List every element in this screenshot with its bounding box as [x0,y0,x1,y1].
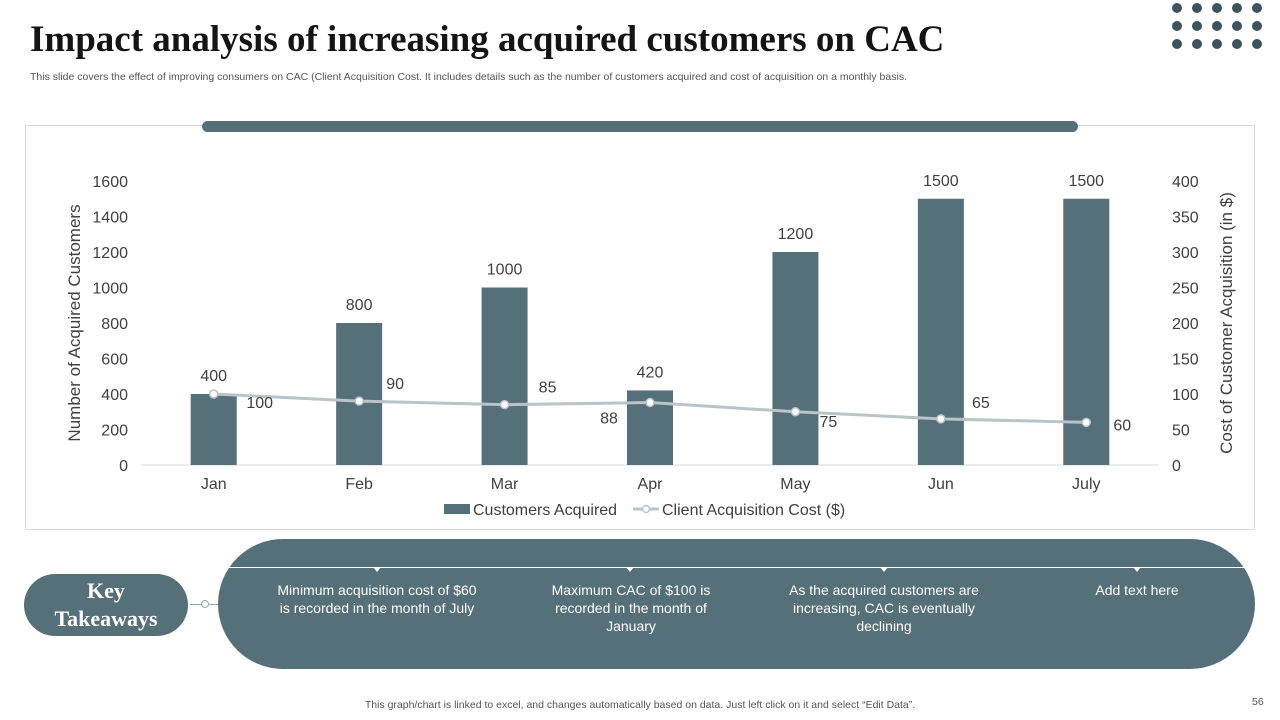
y-tick-label: 1600 [92,174,128,191]
bar [481,287,528,465]
y-tick-label: 1400 [92,210,128,227]
takeaways-panel [218,539,1255,669]
dot [1212,3,1222,13]
y-axis-title: Number of Acquired Customers [65,204,84,441]
x-tick-label: Jan [201,476,227,493]
bar-data-label: 1500 [1068,173,1104,190]
bar-data-label: 1000 [487,262,523,279]
dot [1212,39,1222,49]
line-data-label: 100 [246,395,273,412]
bar-data-label: 420 [637,364,664,381]
bar [190,394,237,465]
dot [1232,39,1242,49]
y2-tick-label: 400 [1172,174,1199,191]
legend-label-bars: Customers Acquired [473,502,617,519]
bar-data-label: 1200 [778,226,814,243]
y-tick-label: 400 [101,387,128,404]
dot [1172,3,1182,13]
line-data-label: 85 [539,380,557,397]
legend-label-line: Client Acquisition Cost ($) [662,502,845,519]
page-title: Impact analysis of increasing acquired c… [30,19,945,60]
line-point [645,397,655,408]
line-data-label: 75 [820,414,838,431]
bar-data-label: 400 [200,368,227,385]
x-tick-label: May [780,476,810,493]
bar [336,323,383,465]
x-tick-label: Jun [928,476,954,493]
y2-axis-title: Cost of Customer Acquisition (in $) [1217,192,1236,454]
line-data-label: 65 [972,395,990,412]
x-tick-label: Mar [491,476,519,493]
y2-tick-label: 100 [1172,387,1199,404]
dot [1172,39,1182,49]
dot [1192,39,1202,49]
line-point [790,407,801,417]
dot [1212,21,1222,31]
takeaway-marker-icon [1133,567,1141,572]
line-point [936,414,946,424]
bar [772,252,819,465]
x-tick-label: Apr [638,476,664,493]
takeaway-marker-icon [373,567,381,572]
connector-dot [201,600,209,608]
footer-note: This graph/chart is linked to excel, and… [364,699,916,711]
dot [1232,21,1242,31]
y-tick-label: 1000 [92,281,128,298]
decorative-dot-grid [1172,3,1264,49]
dot [1192,3,1202,13]
page-subtitle: This slide covers the effect of improvin… [30,71,907,83]
line-data-label: 90 [386,376,404,393]
bar [917,198,964,465]
x-tick-label: July [1072,476,1100,493]
dot [1192,21,1202,31]
dot [1252,21,1262,31]
line-data-label: 60 [1113,417,1131,434]
y-tick-label: 200 [101,423,128,440]
dot [1172,21,1182,31]
dot [1252,39,1262,49]
takeaway-item-2: Maximum CAC of $100 is recorded in the m… [551,582,711,634]
line-point [354,396,364,406]
takeaways-divider [218,567,1255,568]
takeaway-item-4[interactable]: Add text here [1095,582,1179,598]
legend-swatch-marker [641,504,651,514]
takeaway-item-1: Minimum acquisition cost of $60 is recor… [277,582,477,616]
y2-tick-label: 0 [1172,458,1181,475]
line-data-label: 88 [600,411,618,428]
legend-swatch-bars [444,504,470,514]
line-point [208,389,219,399]
y2-tick-label: 50 [1172,423,1190,440]
y-tick-label: 1200 [92,245,128,262]
dot [1232,3,1242,13]
combo-chart[interactable]: 0 200 400 600 800 1000 1200 1400 1600 0 50 100 150 20… [0,0,1280,540]
bar-data-label: 1500 [923,173,959,190]
y2-tick-label: 250 [1172,281,1199,298]
takeaway-marker-icon [626,567,634,572]
y2-tick-label: 200 [1172,316,1199,333]
key-takeaways-heading: Key Takeaways [54,578,158,631]
y2-tick-label: 150 [1172,352,1199,369]
key-takeaways-label: Key Takeaways [24,574,188,636]
y-tick-label: 600 [101,352,128,369]
bar-data-label: 800 [346,297,373,314]
page-number: 56 [1252,696,1264,708]
y2-tick-label: 300 [1172,245,1199,262]
line-point [499,399,510,410]
takeaway-marker-icon [880,567,888,572]
y2-tick-label: 350 [1172,210,1199,227]
x-tick-label: Feb [345,476,373,493]
dot [1252,3,1262,13]
takeaway-item-3: As the acquired customers are increasing… [789,582,979,634]
y-tick-label: 0 [119,458,128,475]
y-tick-label: 800 [101,316,128,333]
line-point [1081,417,1092,428]
chart-header-bar [202,121,1078,132]
